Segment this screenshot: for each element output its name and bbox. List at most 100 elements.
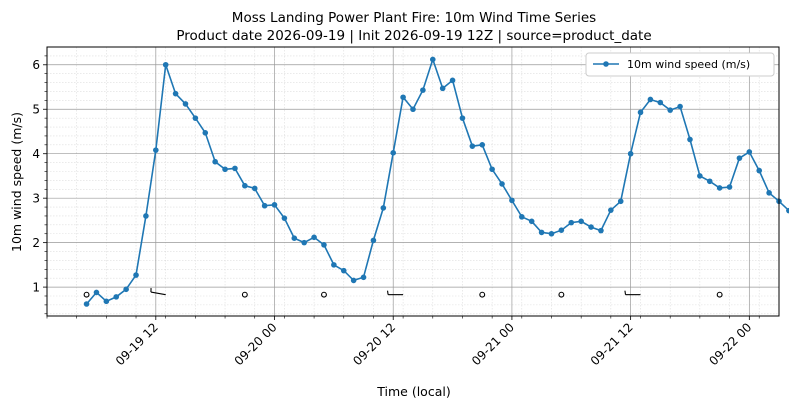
data-point [153, 147, 159, 153]
data-point [172, 90, 179, 97]
data-point [291, 235, 298, 241]
data-point [558, 227, 565, 233]
y-axis-label: 10m wind speed (m/s) [9, 112, 24, 252]
data-point [697, 173, 703, 179]
data-point [133, 272, 139, 278]
wind-barb-flag [624, 290, 627, 295]
data-point [499, 181, 505, 187]
data-point [123, 286, 129, 293]
calm-wind-marker [558, 291, 565, 298]
data-point [706, 178, 713, 185]
data-point [301, 239, 307, 246]
data-point [459, 115, 466, 121]
data-point [380, 205, 387, 211]
data-point [350, 277, 357, 284]
x-axis-label: Time (local) [376, 384, 450, 399]
y-tick-label: 1 [32, 280, 40, 294]
legend: 10m wind speed (m/s) [585, 52, 775, 77]
data-point [608, 207, 614, 213]
data-point [370, 237, 377, 244]
data-point [647, 96, 654, 103]
y-tick-label: 5 [32, 103, 40, 117]
data-point [528, 218, 535, 225]
data-point [489, 166, 495, 173]
data-point [637, 109, 644, 116]
data-point [627, 150, 634, 157]
y-tick-label: 2 [32, 236, 40, 250]
data-point [439, 85, 446, 92]
data-point [271, 202, 278, 208]
data-point [83, 301, 90, 307]
calm-wind-marker [241, 291, 248, 298]
data-point [667, 107, 673, 113]
data-point [519, 214, 525, 220]
data-point [538, 229, 545, 236]
data-point [766, 190, 772, 196]
data-point [251, 185, 258, 192]
calm-wind-marker [716, 291, 723, 298]
data-point [261, 202, 268, 209]
data-point [202, 130, 209, 136]
major-grid [47, 47, 779, 316]
data-point [242, 182, 248, 189]
y-tick-label: 6 [32, 58, 40, 72]
wind-barbs [83, 288, 723, 298]
data-point [192, 115, 199, 121]
data-point [479, 142, 486, 148]
data-point [786, 207, 789, 214]
y-axis-ticks: 1 2 3 4 5 6 [32, 55, 47, 315]
legend-label: 10m wind speed (m/s) [627, 58, 750, 71]
data-point [340, 267, 347, 274]
data-point [548, 230, 555, 237]
data-point [113, 294, 120, 300]
data-point [726, 184, 733, 190]
data-point [232, 165, 238, 172]
plot-frame [46, 46, 780, 317]
wind-barb-flag [386, 290, 389, 295]
data-point [716, 185, 723, 191]
minor-grid [46, 47, 779, 316]
data-point [617, 198, 624, 205]
series-points [83, 56, 789, 307]
data-point [311, 234, 317, 241]
chart-subtitle: Product date 2026-09-19 | Init 2026-09-1… [176, 28, 651, 44]
data-point [321, 242, 327, 248]
data-point [143, 213, 149, 219]
data-point [103, 298, 110, 305]
calm-wind-marker [321, 291, 327, 298]
data-point [469, 143, 476, 149]
data-point [162, 61, 169, 68]
data-point [182, 101, 189, 107]
data-point [420, 87, 426, 93]
data-point [390, 150, 397, 156]
data-point [677, 103, 683, 110]
data-point [212, 158, 218, 165]
calm-wind-marker [479, 291, 486, 298]
data-point [736, 155, 743, 161]
data-point [429, 56, 436, 63]
data-point [360, 274, 367, 281]
data-point [598, 227, 604, 234]
data-point [410, 106, 416, 113]
data-point [281, 215, 288, 221]
y-tick-label: 4 [32, 147, 40, 161]
legend-box [585, 52, 775, 77]
y-tick-label: 3 [32, 191, 40, 205]
data-point [657, 99, 664, 106]
data-point [331, 262, 337, 268]
data-point [568, 219, 575, 226]
data-point [400, 94, 406, 101]
data-point [578, 218, 584, 225]
wind-barb-shaft [150, 291, 166, 296]
data-point [756, 167, 763, 174]
data-point [588, 224, 594, 230]
legend-marker [603, 61, 609, 67]
data-point [687, 136, 693, 143]
data-point [222, 166, 228, 173]
data-point [746, 149, 753, 155]
calm-wind-marker [83, 291, 90, 298]
chart-title: Moss Landing Power Plant Fire: 10m Wind … [232, 10, 596, 26]
data-point [509, 197, 515, 204]
data-point [449, 77, 456, 84]
